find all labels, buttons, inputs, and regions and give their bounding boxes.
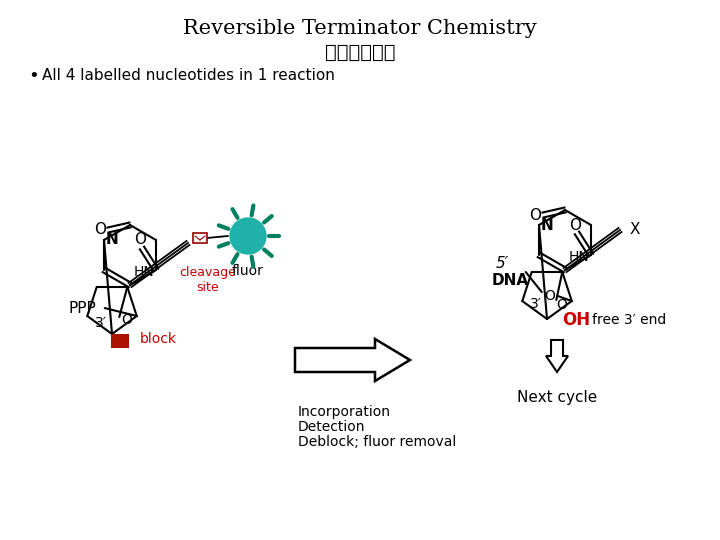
Text: O: O bbox=[569, 218, 581, 233]
Text: OH: OH bbox=[562, 311, 590, 329]
Text: Deblock; fluor removal: Deblock; fluor removal bbox=[298, 435, 456, 449]
Text: •: • bbox=[28, 67, 39, 85]
Text: O: O bbox=[544, 289, 555, 303]
Text: HN: HN bbox=[134, 265, 154, 279]
Text: cleavage
site: cleavage site bbox=[179, 266, 236, 294]
Text: free 3′ end: free 3′ end bbox=[593, 313, 667, 327]
Text: 5′: 5′ bbox=[496, 255, 509, 271]
Text: block: block bbox=[139, 332, 176, 346]
FancyArrow shape bbox=[295, 339, 410, 381]
Text: 3′: 3′ bbox=[531, 297, 542, 311]
Text: All 4 labelled nucleotides in 1 reaction: All 4 labelled nucleotides in 1 reaction bbox=[42, 69, 335, 84]
Text: O: O bbox=[121, 313, 132, 327]
Text: PPP: PPP bbox=[69, 301, 96, 315]
Text: O: O bbox=[94, 222, 106, 238]
Text: 可逆终止反应: 可逆终止反应 bbox=[325, 43, 395, 62]
Text: Detection: Detection bbox=[298, 420, 366, 434]
Text: Next cycle: Next cycle bbox=[517, 390, 597, 405]
Text: DNA: DNA bbox=[492, 273, 529, 287]
Bar bbox=[193, 233, 207, 243]
Text: O: O bbox=[529, 207, 541, 222]
Text: X: X bbox=[630, 222, 641, 238]
Text: Incorporation: Incorporation bbox=[298, 405, 391, 419]
Text: N: N bbox=[541, 218, 554, 233]
Text: 3′: 3′ bbox=[96, 316, 107, 330]
Text: O: O bbox=[556, 298, 567, 312]
Text: N: N bbox=[106, 233, 118, 247]
Text: O: O bbox=[134, 233, 146, 247]
Bar bbox=[112, 334, 130, 348]
FancyArrow shape bbox=[546, 340, 568, 372]
Text: Reversible Terminator Chemistry: Reversible Terminator Chemistry bbox=[183, 18, 537, 37]
Text: fluor: fluor bbox=[232, 264, 264, 278]
Circle shape bbox=[230, 218, 266, 254]
Text: HN: HN bbox=[569, 250, 590, 264]
